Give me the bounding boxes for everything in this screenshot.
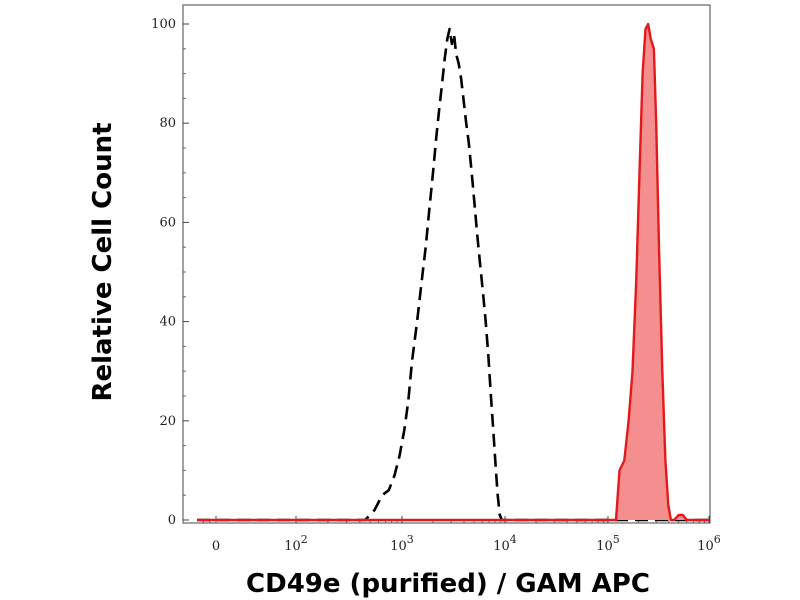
x-tick-label: 102 xyxy=(284,533,308,554)
series-layer xyxy=(197,22,709,522)
series-1-line xyxy=(197,22,709,522)
y-tick-label: 20 xyxy=(159,414,176,429)
y-tick-label: 40 xyxy=(159,315,176,330)
x-tick-label: 105 xyxy=(596,533,620,554)
x-tick-label: 103 xyxy=(390,533,414,554)
x-tick-label: 0 xyxy=(212,539,220,554)
series-0-line xyxy=(197,27,709,522)
x-tick-label: 104 xyxy=(493,533,517,554)
y-tick-label: 60 xyxy=(159,215,176,230)
y-axis-title: Relative Cell Count xyxy=(88,122,118,401)
plot-frame xyxy=(182,4,711,524)
x-tick-label: 106 xyxy=(697,533,721,554)
y-tick-label: 100 xyxy=(151,17,176,32)
y-tick-label: 80 xyxy=(159,116,176,131)
y-tick-label: 0 xyxy=(168,513,176,528)
y-axis-ticks: 0 20 40 60 80 100 xyxy=(151,17,189,528)
plot-border xyxy=(182,4,711,524)
series-1-area xyxy=(197,24,709,520)
x-axis-title: CD49e (purified) / GAM APC xyxy=(246,569,650,599)
x-axis-ticks: 0 102 103 104 105 106 xyxy=(202,516,721,554)
